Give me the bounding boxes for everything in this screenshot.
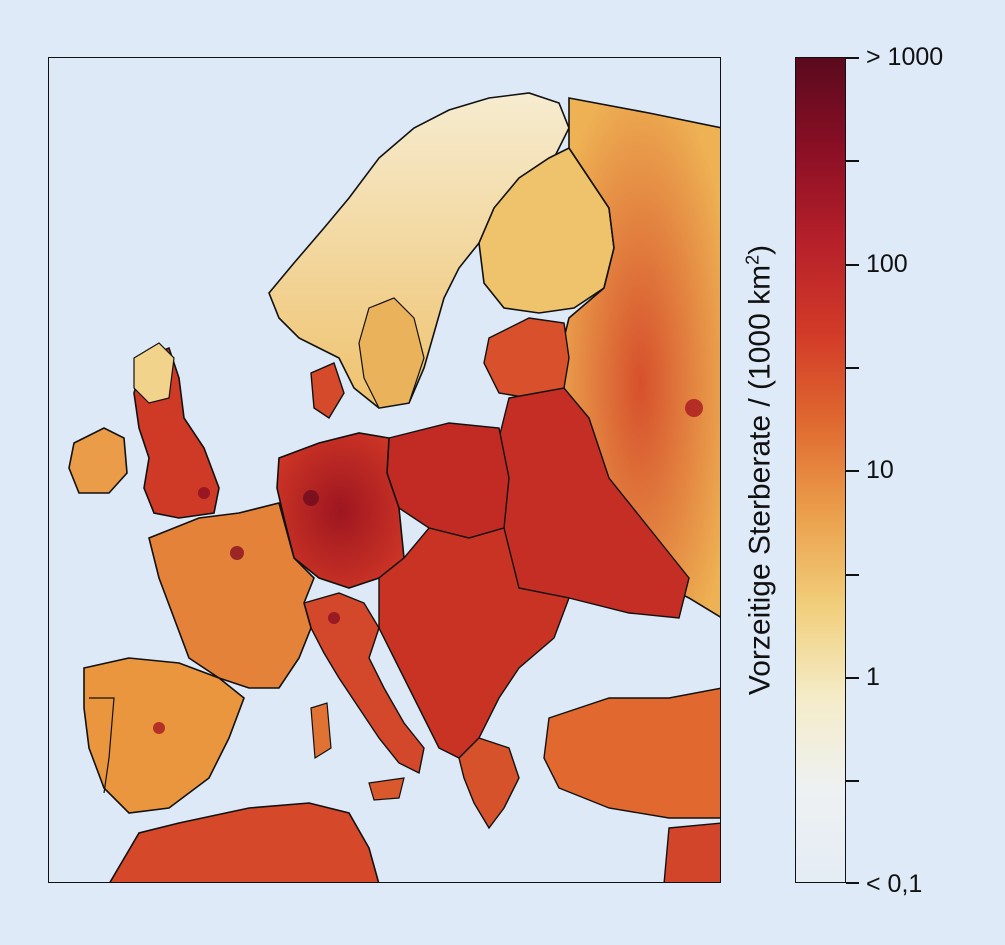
- colorbar-tick: [846, 264, 859, 266]
- france-region: [148, 502, 315, 689]
- legend-label-10: 10: [866, 456, 894, 484]
- middle-east-region: [663, 822, 720, 882]
- colorbar-tick: [846, 574, 859, 576]
- colorbar-tick: [846, 470, 859, 472]
- legend-label-100: 100: [866, 250, 908, 278]
- legend-label-1: 1: [866, 663, 880, 691]
- europe-map: [48, 57, 721, 883]
- colorbar-tick: [846, 780, 859, 782]
- legend-label-max: > 1000: [866, 43, 944, 71]
- map-canvas: [68, 92, 720, 882]
- colorbar-tick: [846, 677, 859, 679]
- sweden-south: [358, 297, 425, 409]
- poland-region: [386, 422, 510, 539]
- sardinia-island: [310, 702, 332, 760]
- hotspot-london: [198, 487, 210, 499]
- scotland-region: [133, 342, 175, 404]
- colorbar-tick: [846, 882, 859, 884]
- legend-label-min: < 0,1: [866, 870, 923, 898]
- hotspot-ruhr: [303, 490, 319, 506]
- north-africa-region: [109, 802, 380, 882]
- baltic-region: [483, 317, 570, 399]
- colorbar-legend: [795, 57, 846, 883]
- colorbar-tick: [846, 57, 859, 59]
- denmark-region: [310, 362, 345, 419]
- italy-region: [303, 592, 425, 775]
- balkans-region: [378, 527, 570, 759]
- colorbar-tick: [846, 367, 859, 369]
- hotspot-paris: [230, 546, 244, 560]
- turkey-region: [543, 687, 720, 819]
- hotspot-milan: [328, 612, 340, 624]
- sicily-island: [368, 777, 405, 801]
- hotspot-madrid: [153, 722, 165, 734]
- ireland-region: [68, 427, 128, 494]
- colorbar-tick: [846, 160, 859, 162]
- portugal-border: [89, 697, 115, 794]
- greece-region: [458, 737, 520, 830]
- hotspot-moscow: [685, 399, 703, 417]
- colorbar-title: Vorzeitige Sterberate / (1000 km2): [742, 244, 777, 696]
- iberia-region: [83, 657, 245, 814]
